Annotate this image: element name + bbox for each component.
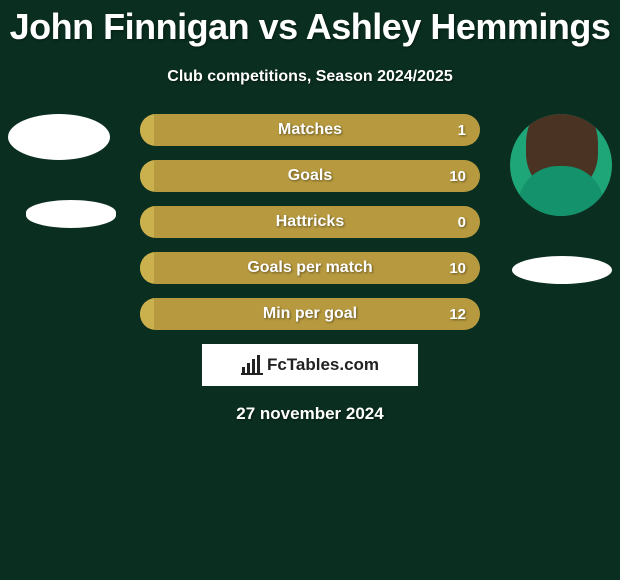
stat-value-right: 1 <box>458 122 466 139</box>
stat-value-right: 0 <box>458 214 466 231</box>
stat-row: Matches1 <box>140 114 480 146</box>
comparison-panel: Matches1Goals10Hattricks0Goals per match… <box>0 114 620 424</box>
stat-row: Goals per match10 <box>140 252 480 284</box>
player-right-avatar <box>510 114 612 216</box>
player-right-column <box>502 114 612 284</box>
player-left-avatar-placeholder <box>8 114 110 160</box>
player-left-column <box>8 114 118 228</box>
fctables-logo[interactable]: FcTables.com <box>202 344 418 386</box>
stat-label: Min per goal <box>140 305 480 323</box>
stat-value-right: 10 <box>449 168 466 185</box>
player-left-shadow <box>26 200 116 228</box>
stat-label: Goals <box>140 167 480 185</box>
bar-chart-icon <box>241 355 263 375</box>
subtitle: Club competitions, Season 2024/2025 <box>0 68 620 86</box>
logo-text: FcTables.com <box>267 355 379 375</box>
page-title: John Finnigan vs Ashley Hemmings <box>0 0 620 48</box>
stat-value-right: 12 <box>449 306 466 323</box>
stat-label: Hattricks <box>140 213 480 231</box>
stat-row: Goals10 <box>140 160 480 192</box>
stat-value-right: 10 <box>449 260 466 277</box>
stat-row: Min per goal12 <box>140 298 480 330</box>
stat-row: Hattricks0 <box>140 206 480 238</box>
date-label: 27 november 2024 <box>0 404 620 424</box>
stat-label: Matches <box>140 121 480 139</box>
player-right-shadow <box>512 256 612 284</box>
stats-list: Matches1Goals10Hattricks0Goals per match… <box>140 114 480 330</box>
stat-label: Goals per match <box>140 259 480 277</box>
